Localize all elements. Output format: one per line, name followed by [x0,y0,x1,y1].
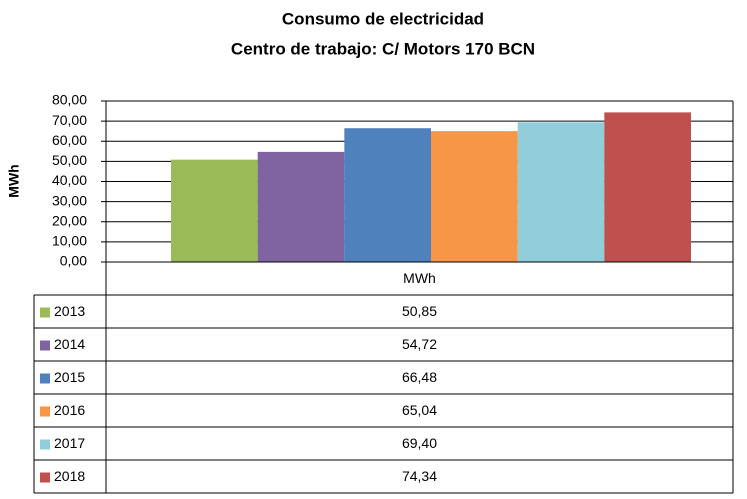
legend-key [40,439,50,450]
y-tick-label: 0,00 [60,253,87,269]
legend-key [40,373,50,384]
data-label: 69,40 [402,435,437,451]
legend-key [40,307,50,318]
bar [344,128,431,262]
x-tick-label: MWh [403,270,436,286]
y-axis-label: MWh [6,164,22,197]
y-tick-label: 20,00 [52,212,87,228]
legend-key [40,340,50,351]
legend-label: 2013 [54,303,85,319]
legend-label: 2015 [54,369,85,385]
y-tick-label: 50,00 [52,152,87,168]
bar [517,122,605,263]
bar [604,112,691,262]
chart-title: Consumo de electricidad [282,9,484,28]
bar [431,131,518,262]
data-label: 74,34 [402,468,437,484]
chart-subtitle: Centro de trabajo: C/ Motors 170 BCN [231,39,535,58]
y-tick-label: 30,00 [52,192,87,208]
bar [171,159,258,262]
data-label: 50,85 [402,303,437,319]
y-tick-label: 70,00 [52,112,87,128]
y-tick-label: 40,00 [52,172,87,188]
data-label: 66,48 [402,369,437,385]
legend-label: 2017 [54,435,85,451]
legend-key [40,472,50,483]
data-label: 54,72 [402,336,437,352]
legend-label: 2018 [54,468,85,484]
bar [257,151,345,262]
y-tick-label: 80,00 [52,92,87,108]
legend-label: 2014 [54,336,85,352]
y-tick-label: 60,00 [52,132,87,148]
data-label: 65,04 [402,402,437,418]
y-tick-label: 10,00 [52,233,87,249]
legend-label: 2016 [54,402,85,418]
legend-key [40,406,50,417]
